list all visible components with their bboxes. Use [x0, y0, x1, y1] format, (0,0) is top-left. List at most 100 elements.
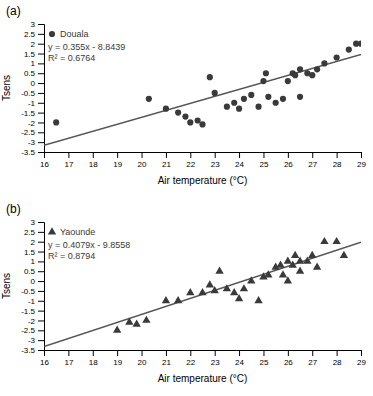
y-tick-mark — [38, 122, 44, 123]
y-tick-mark — [38, 34, 44, 35]
scatter-point — [265, 94, 271, 100]
x-tick: 27 — [308, 152, 317, 169]
x-tick: 17 — [64, 350, 73, 367]
y-tick-label: -0.5 — [21, 287, 35, 296]
x-tick-label: 22 — [186, 160, 195, 169]
x-tick-label: 17 — [64, 160, 73, 169]
y-tick-mark — [38, 320, 44, 321]
scatter-point — [254, 296, 262, 303]
y-tick-label: 2 — [31, 40, 36, 49]
x-tick: 20 — [138, 152, 147, 169]
y-tick: 0 — [31, 277, 44, 286]
y-tick: 0.5 — [24, 267, 44, 276]
y-tick: -3 — [28, 336, 44, 345]
scatter-point — [215, 266, 223, 273]
x-tick: 28 — [333, 350, 342, 367]
scatter-point — [212, 90, 218, 96]
y-tick-mark — [38, 142, 44, 143]
x-tick-label: 24 — [235, 160, 244, 169]
x-tick-label: 22 — [186, 358, 195, 367]
x-tick-label: 29 — [357, 160, 366, 169]
y-tick: -1 — [28, 99, 44, 108]
y-tick-mark — [38, 63, 44, 64]
x-tick-mark — [142, 152, 143, 158]
y-tick: -1.5 — [21, 109, 44, 118]
panel-title: (a) — [6, 4, 21, 18]
y-tick: 1.5 — [24, 50, 44, 59]
x-tick: 19 — [113, 152, 122, 169]
y-tick: 2 — [31, 40, 44, 49]
x-tick-mark — [68, 152, 69, 158]
x-tick-mark — [215, 350, 216, 356]
y-tick-mark — [38, 242, 44, 243]
x-tick-label: 24 — [235, 358, 244, 367]
y-tick-label: -1 — [28, 99, 36, 108]
x-tick-label: 28 — [333, 160, 342, 169]
y-tick-mark — [38, 301, 44, 302]
legend-symbol — [49, 31, 55, 37]
panel-title: (b) — [6, 202, 21, 216]
x-tick: 19 — [113, 350, 122, 367]
y-tick-label: -3 — [28, 336, 36, 345]
scatter-point — [284, 276, 292, 283]
y-tick: 3 — [31, 218, 44, 227]
scatter-point — [279, 270, 287, 277]
y-tick-label: -3.5 — [21, 346, 35, 355]
plot-marks — [44, 237, 361, 347]
legend: Yaoundey = 0.4079x - 9.8558R² = 0.8794 — [48, 227, 130, 261]
x-tick-label: 26 — [284, 358, 293, 367]
x-tick-mark — [263, 350, 264, 356]
x-tick-label: 17 — [64, 358, 73, 367]
scatter-point — [206, 280, 214, 287]
y-tick-label: -2 — [28, 119, 36, 128]
y-axis-title: Tsens — [1, 75, 12, 101]
annotation: R² = 0.6764 — [48, 53, 95, 63]
scatter-point — [146, 96, 152, 102]
y-tick-label: 0 — [31, 79, 36, 88]
x-tick-mark — [239, 350, 240, 356]
x-axis: 1617181920212223242526272829 — [40, 350, 366, 367]
x-tick-mark — [142, 350, 143, 356]
x-tick: 27 — [308, 350, 317, 367]
y-tick-label: 1 — [31, 59, 36, 68]
y-tick-label: 1 — [31, 257, 36, 266]
y-axis: -3.5-3-2.5-2-1.5-1-0.500.511.522.53 — [21, 218, 44, 355]
y-tick-mark — [38, 54, 44, 55]
x-tick: 24 — [235, 152, 244, 169]
x-tick: 29 — [357, 152, 366, 169]
x-tick-label: 19 — [113, 358, 122, 367]
x-tick: 21 — [162, 152, 171, 169]
x-tick-mark — [288, 350, 289, 356]
scatter-point — [186, 288, 194, 295]
scatter-point — [125, 318, 133, 325]
y-tick: 2.5 — [24, 228, 44, 237]
scatter-point — [280, 96, 286, 102]
y-tick-label: -0.5 — [21, 89, 35, 98]
x-axis-title: Air temperature (°C) — [158, 373, 248, 384]
scatter-point — [276, 261, 284, 268]
annotation: y = 0.4079x - 9.8558 — [48, 240, 130, 250]
x-tick-mark — [312, 350, 313, 356]
scatter-point — [207, 74, 213, 80]
scatter-point — [224, 104, 230, 110]
legend: Doualay = 0.355x - 8.8439R² = 0.6764 — [48, 29, 125, 63]
x-tick-mark — [312, 152, 313, 158]
y-tick-mark — [38, 261, 44, 262]
scatter-point — [241, 96, 247, 102]
scatter-point — [296, 257, 304, 264]
scatter-point — [284, 257, 292, 264]
fit-line — [44, 55, 361, 146]
scatter-point — [187, 119, 193, 125]
y-tick-label: 1.5 — [24, 248, 36, 257]
scatter-point — [231, 100, 237, 106]
y-tick-label: 2.5 — [24, 30, 36, 39]
x-tick-label: 18 — [89, 358, 98, 367]
y-tick-label: 1.5 — [24, 50, 36, 59]
y-tick-mark — [38, 252, 44, 253]
y-tick-label: -2 — [28, 317, 36, 326]
scatter-point — [273, 100, 279, 106]
x-tick-mark — [117, 152, 118, 158]
scatter-point — [255, 104, 261, 110]
scatter-point — [260, 78, 266, 84]
x-tick: 16 — [40, 350, 49, 367]
